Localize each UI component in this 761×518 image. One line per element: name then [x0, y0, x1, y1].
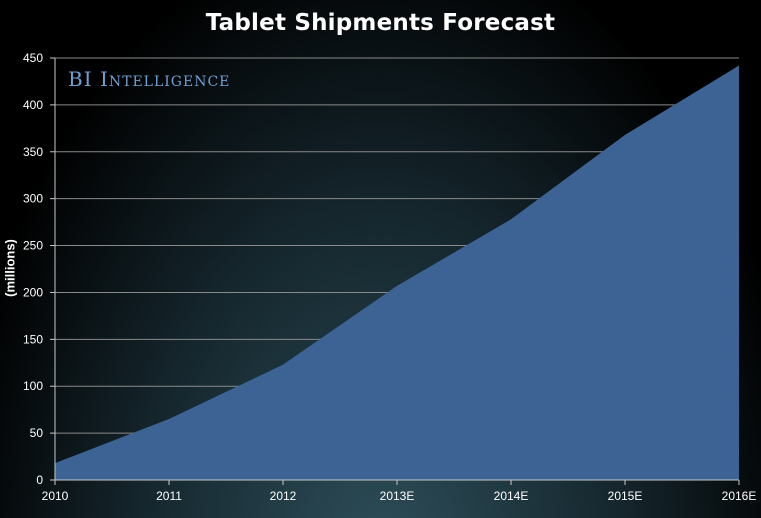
chart-title: Tablet Shipments Forecast — [205, 10, 556, 36]
y-tick-label: 450 — [23, 51, 43, 65]
y-tick-labels: 0 50 100 150 200 250 300 350 400 450 — [23, 51, 43, 487]
y-tick-label: 350 — [23, 145, 43, 159]
x-tick-label: 2011 — [156, 489, 182, 503]
x-tick-label: 2013E — [380, 489, 415, 503]
x-tick-label: 2012 — [270, 489, 297, 503]
bi-intelligence-watermark: BI Intelligence — [68, 67, 231, 91]
y-tick-label: 150 — [23, 332, 43, 346]
x-tick-label: 2010 — [42, 489, 69, 503]
y-tick-label: 250 — [23, 239, 43, 253]
x-tick-label: 2014E — [494, 489, 529, 503]
area-fill — [55, 65, 739, 480]
y-tick-label: 300 — [23, 192, 43, 206]
x-tick-labels: 2010 2011 2012 2013E 2014E 2015E 2016E — [42, 489, 757, 503]
y-tick-label: 50 — [30, 426, 44, 440]
x-tick-label: 2015E — [608, 489, 643, 503]
y-tick-label: 0 — [36, 473, 43, 487]
area-series — [54, 65, 740, 480]
axes — [50, 57, 740, 485]
y-tick-label: 400 — [23, 98, 43, 112]
y-tick-label: 100 — [23, 379, 43, 393]
y-tick-label: 200 — [23, 285, 43, 299]
x-tick-label: 2016E — [722, 489, 757, 503]
